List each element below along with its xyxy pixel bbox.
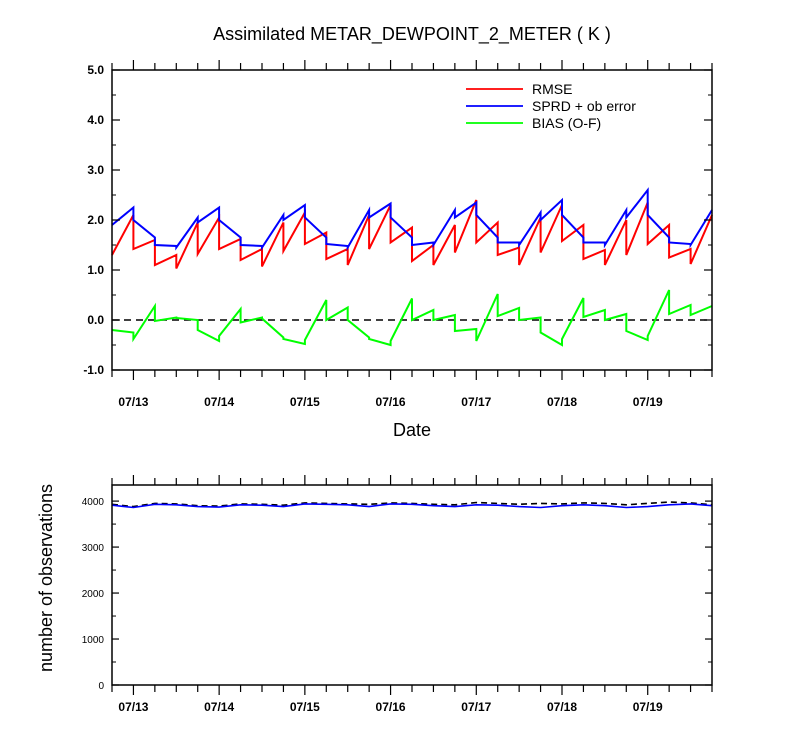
x-tick-label: 07/18 — [547, 395, 577, 409]
y-tick-label: 1000 — [82, 635, 105, 646]
obs-line-assimilated — [111, 503, 713, 509]
bottom-series-layer — [111, 501, 713, 509]
y-tick-label: 3.0 — [87, 163, 104, 177]
y-tick-label: -1.0 — [83, 363, 104, 377]
bottom-tick-layer: 0 1000 2000 3000 4000 07/13 07/14 07/15 07/16 07/… — [82, 475, 713, 714]
y-tick-label: 5.0 — [87, 63, 104, 77]
x-tick-label: 07/17 — [461, 700, 491, 714]
y-tick-label: 3000 — [82, 543, 105, 554]
bottom-chart: 0 1000 2000 3000 4000 07/13 07/14 07/15 07/16 07/… — [36, 475, 713, 714]
series-line-0 — [111, 199, 713, 269]
x-tick-label: 07/19 — [633, 700, 663, 714]
series-line-1 — [111, 187, 713, 252]
legend-label-2: BIAS (O-F) — [532, 115, 601, 131]
x-axis-title: Date — [393, 420, 431, 440]
x-tick-label: 07/16 — [376, 395, 406, 409]
y-tick-label: 2.0 — [87, 213, 104, 227]
x-tick-label: 07/13 — [118, 700, 148, 714]
top-series-layer — [111, 187, 713, 347]
x-tick-label: 07/14 — [204, 395, 234, 409]
y-tick-label: 4000 — [82, 497, 105, 508]
bottom-plot-frame — [111, 484, 713, 686]
x-tick-label: 07/14 — [204, 700, 234, 714]
y-tick-label: 4.0 — [87, 113, 104, 127]
obs-line-possible — [111, 501, 713, 508]
x-tick-label: 07/13 — [118, 395, 148, 409]
legend-label-1: SPRD + ob error — [532, 98, 636, 114]
x-tick-label: 07/15 — [290, 700, 320, 714]
top-tick-layer: -1.0 0.0 1.0 2.0 3.0 4.0 5.0 07/13 07/14 07/15 07/… — [83, 60, 713, 409]
y-tick-label: 1.0 — [87, 263, 104, 277]
x-tick-label: 07/18 — [547, 700, 577, 714]
top-chart: Assimilated METAR_DEWPOINT_2_METER ( K )… — [83, 24, 713, 440]
y-tick-label: 0 — [98, 681, 104, 692]
chart-title: Assimilated METAR_DEWPOINT_2_METER ( K ) — [213, 24, 611, 45]
x-tick-label: 07/16 — [376, 700, 406, 714]
legend-label-0: RMSE — [532, 81, 572, 97]
series-line-2 — [111, 289, 713, 347]
y-tick-label: 0.0 — [87, 313, 104, 327]
y-axis-title-observations: number of observations — [36, 484, 56, 672]
x-tick-label: 07/19 — [633, 395, 663, 409]
x-tick-label: 07/15 — [290, 395, 320, 409]
y-tick-label: 2000 — [82, 589, 105, 600]
x-tick-label: 07/17 — [461, 395, 491, 409]
